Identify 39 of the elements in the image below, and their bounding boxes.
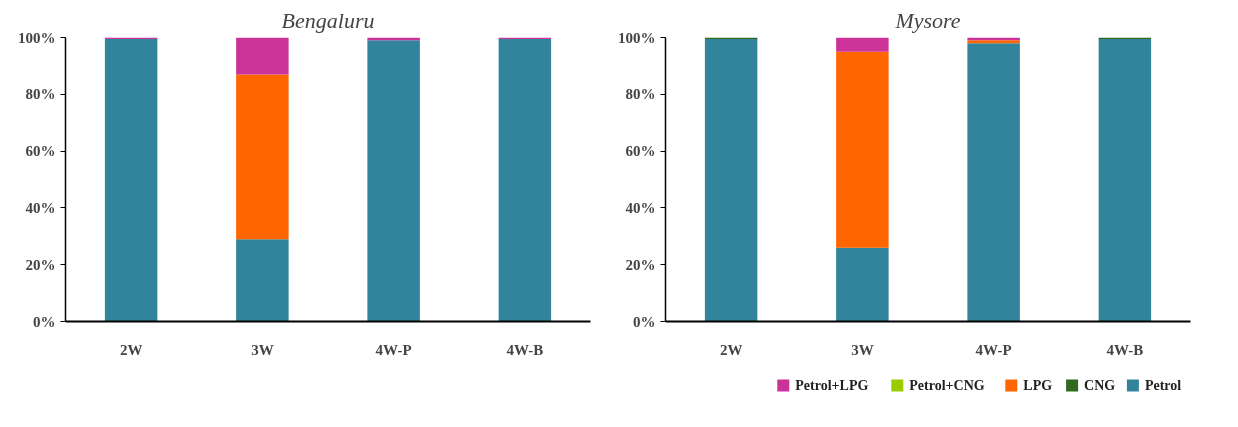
x-tick-label: 4W-P xyxy=(975,341,1012,358)
y-tick-label: 0% xyxy=(33,313,56,330)
chart-title: Mysore xyxy=(894,7,961,33)
bar xyxy=(104,38,158,322)
x-tick-label: 2W xyxy=(719,341,743,358)
legend-label: Petrol+LPG xyxy=(795,378,869,393)
y-tick-label: 80% xyxy=(625,86,656,103)
y-tick-label: 40% xyxy=(625,199,656,216)
legend-label: CNG xyxy=(1084,378,1116,393)
x-tick-label: 4W-B xyxy=(1106,341,1144,358)
y-tick-label: 60% xyxy=(625,143,656,160)
y-tick-label: 80% xyxy=(25,86,56,103)
x-tick-label: 4W-P xyxy=(375,341,412,358)
y-tick-label: 100% xyxy=(618,29,656,46)
bar xyxy=(704,38,758,322)
x-tick-label: 3W xyxy=(851,341,874,358)
y-tick-label: 100% xyxy=(18,29,56,46)
y-tick-label: 60% xyxy=(25,143,56,160)
bar xyxy=(1098,38,1152,322)
bar xyxy=(236,239,289,322)
y-tick-label: 20% xyxy=(25,256,56,273)
bar xyxy=(836,37,889,52)
legend-label: Petrol+CNG xyxy=(909,378,985,393)
x-tick-label: 4W-B xyxy=(506,341,544,358)
bar xyxy=(367,40,420,322)
bar xyxy=(967,43,1020,322)
x-tick-label: 3W xyxy=(251,341,274,358)
bar xyxy=(836,51,889,248)
y-tick-label: 20% xyxy=(625,256,656,273)
bar xyxy=(236,37,289,75)
bar xyxy=(236,74,289,240)
chart-title: Bengaluru xyxy=(281,7,375,33)
legend-label: LPG xyxy=(1023,378,1053,393)
bar xyxy=(836,247,889,322)
bar xyxy=(498,38,552,322)
x-tick-label: 2W xyxy=(119,341,143,358)
y-tick-label: 40% xyxy=(25,199,56,216)
y-tick-label: 0% xyxy=(633,313,656,330)
legend-label: Petrol xyxy=(1144,378,1182,393)
